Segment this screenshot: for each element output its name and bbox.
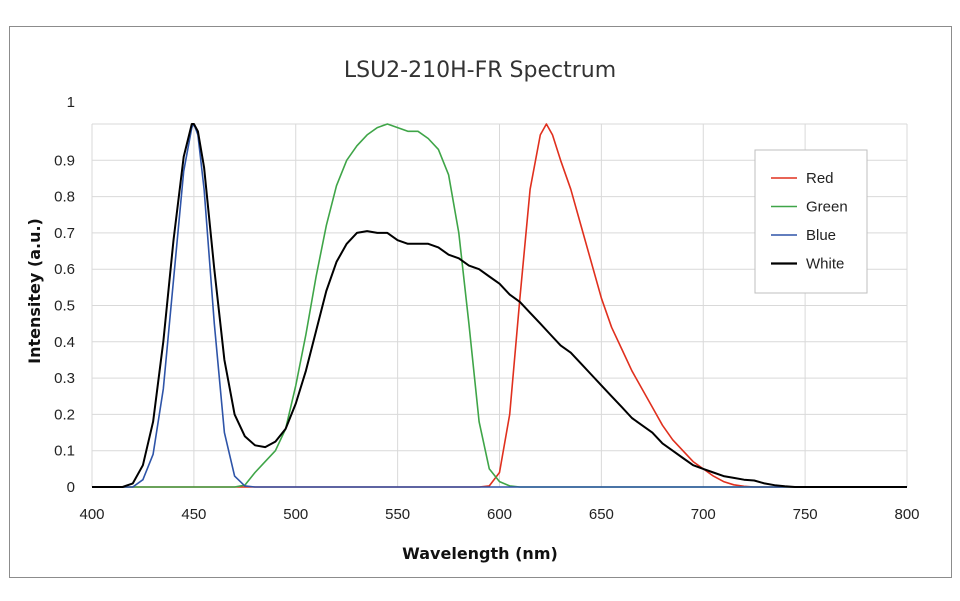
series-lines xyxy=(92,123,907,488)
x-tick-label: 650 xyxy=(589,506,614,523)
x-axis-title: Wavelength (nm) xyxy=(402,544,558,563)
legend-label-blue: Blue xyxy=(806,227,836,244)
y-tick-label: 0.5 xyxy=(54,298,75,315)
legend-label-red: Red xyxy=(806,170,834,187)
x-tick-label: 600 xyxy=(487,506,512,523)
legend-label-green: Green xyxy=(806,199,848,216)
x-tick-label: 800 xyxy=(894,506,919,523)
y-tick-label: 0.8 xyxy=(54,189,75,206)
x-tick-label: 550 xyxy=(385,506,410,523)
y-axis-title: Intensitey (a.u.) xyxy=(25,218,44,364)
x-axis-ticks: 400 450 500 550 600 650 700 750 800 xyxy=(79,506,919,523)
x-tick-label: 750 xyxy=(793,506,818,523)
legend-box xyxy=(754,149,868,294)
x-tick-label: 700 xyxy=(691,506,716,523)
legend: Red Green Blue White xyxy=(754,149,868,294)
y-tick-label: 0.6 xyxy=(54,261,75,278)
x-tick-label: 400 xyxy=(79,506,104,523)
x-tick-label: 500 xyxy=(283,506,308,523)
chart-title: LSU2-210H-FR Spectrum xyxy=(344,58,616,83)
legend-label-white: White xyxy=(806,256,844,273)
x-tick-label: 450 xyxy=(181,506,206,523)
y-tick-label: 0.7 xyxy=(54,225,75,242)
series-line-white xyxy=(92,123,907,488)
y-tick-label: 0.3 xyxy=(54,370,75,387)
y-tick-label: 0.2 xyxy=(54,406,75,423)
y-tick-label: 0.9 xyxy=(54,152,75,169)
y-tick-label: 0.1 xyxy=(54,443,75,460)
y-tick-label: 0.4 xyxy=(54,334,75,351)
y-tick-label: 0 xyxy=(67,479,75,496)
series-line-red xyxy=(92,123,907,488)
chart-frame xyxy=(9,26,952,578)
y-tick-label: 1 xyxy=(67,94,75,111)
y-axis-ticks: 0 0.1 0.2 0.3 0.4 0.5 0.6 0.7 0.8 0.9 1 xyxy=(54,94,75,496)
series-line-green xyxy=(92,123,907,488)
